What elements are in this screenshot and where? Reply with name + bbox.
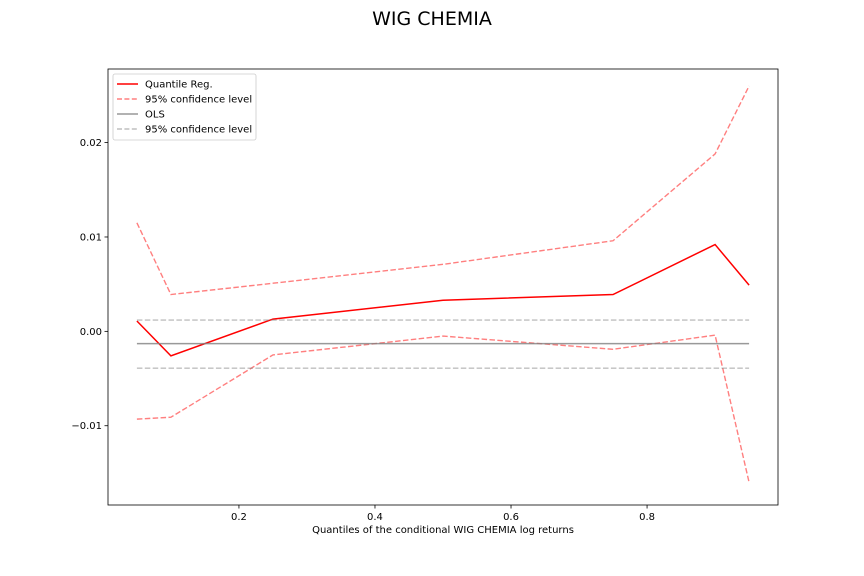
plot-frame bbox=[107, 68, 779, 506]
series-line-0 bbox=[136, 243, 750, 357]
series-line-1 bbox=[136, 85, 750, 296]
y-tick-label: 0.02 bbox=[80, 138, 102, 149]
series-line-2 bbox=[136, 334, 750, 483]
x-tick-label: 0.8 bbox=[639, 512, 655, 523]
x-axis-label: Quantiles of the conditional WIG CHEMIA … bbox=[312, 525, 574, 536]
x-tick-label: 0.6 bbox=[503, 512, 519, 523]
legend: Quantile Reg. 95% confidence level OLS 95% … bbox=[112, 73, 257, 141]
legend-label: OLS bbox=[145, 110, 165, 121]
chart-title: WIG CHEMIA bbox=[372, 8, 492, 30]
series-layer bbox=[136, 85, 750, 483]
x-tick-label: 0.4 bbox=[367, 512, 383, 523]
legend-label: 95% confidence level bbox=[145, 125, 252, 136]
y-tick-label: 0.01 bbox=[80, 232, 102, 243]
ticks-layer: 0.2 0.4 0.6 0.8 −0.01 0.00 0.01 0.02 bbox=[71, 138, 655, 523]
y-tick-label: 0.00 bbox=[80, 327, 102, 338]
y-tick-label: −0.01 bbox=[71, 421, 102, 432]
x-tick-label: 0.2 bbox=[231, 512, 247, 523]
legend-box bbox=[112, 73, 257, 141]
legend-label: Quantile Reg. bbox=[145, 80, 213, 91]
legend-label: 95% confidence level bbox=[145, 95, 252, 106]
